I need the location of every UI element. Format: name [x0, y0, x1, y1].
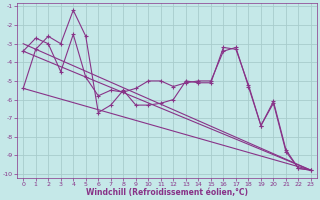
X-axis label: Windchill (Refroidissement éolien,°C): Windchill (Refroidissement éolien,°C)	[86, 188, 248, 197]
